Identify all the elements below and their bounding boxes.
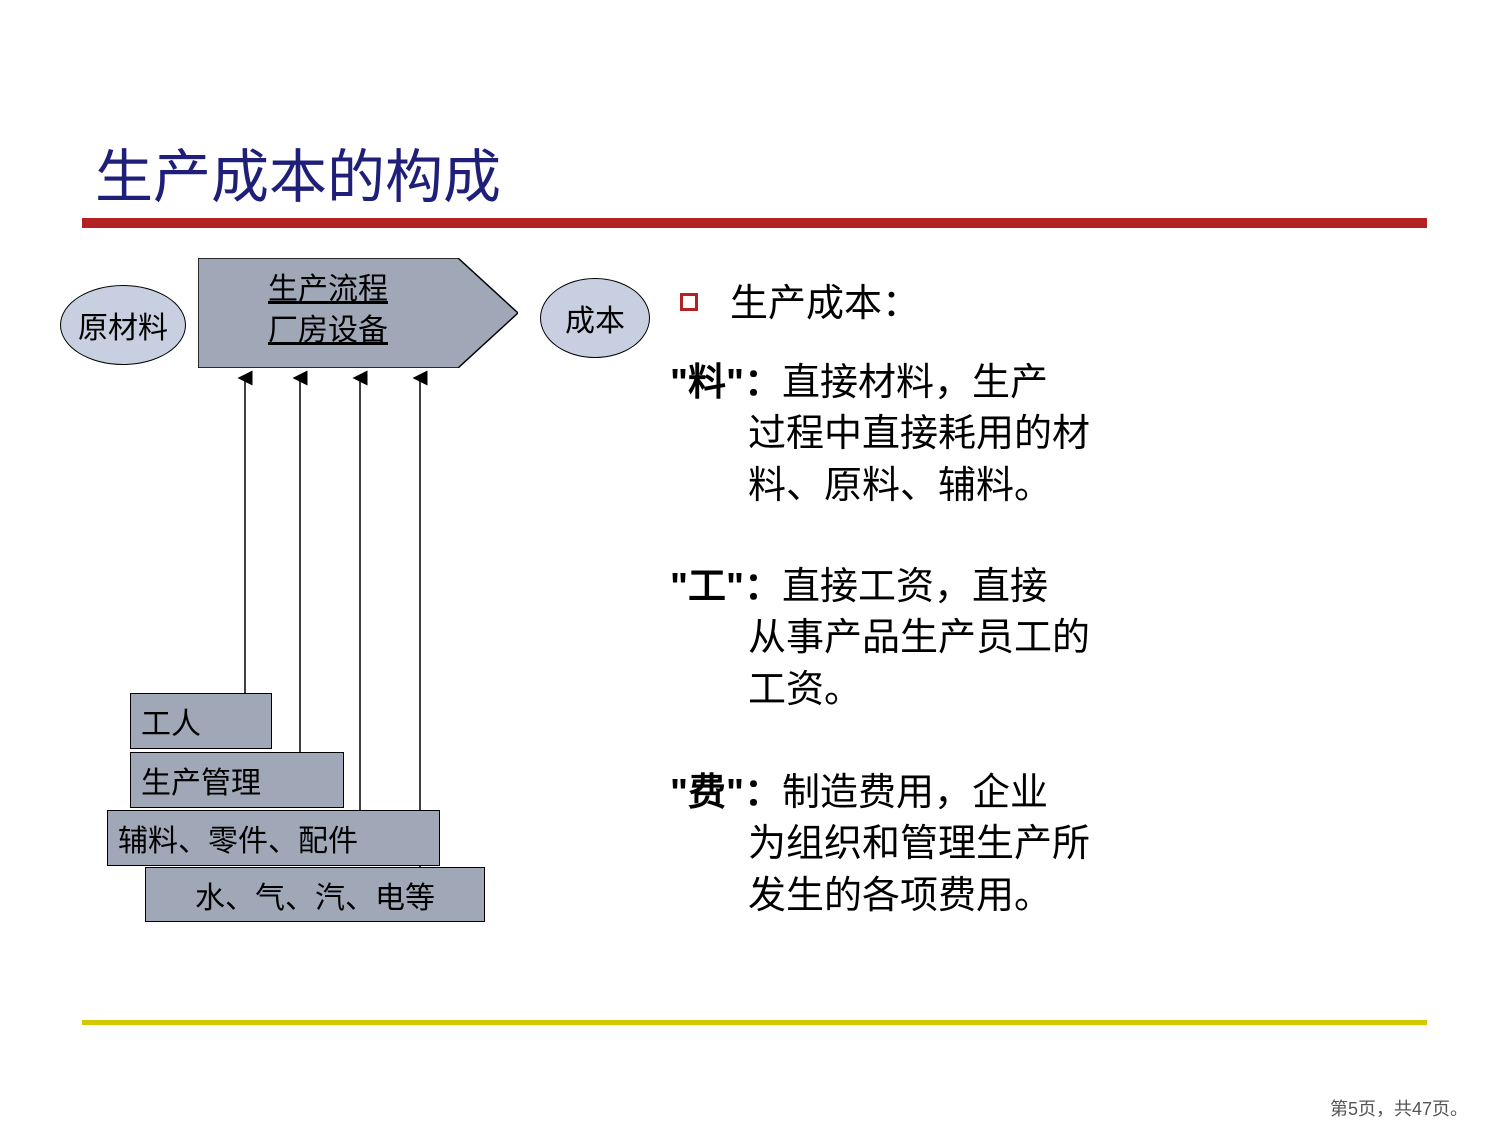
para-expense-l1: 制造费用，企业 <box>782 772 1048 814</box>
step-management-label: 生产管理 <box>141 758 261 802</box>
step-aux-materials-label: 辅料、零件、配件 <box>118 816 358 860</box>
section-title: 生产成本： <box>730 272 920 327</box>
para-material-lead: "料"： <box>670 362 782 404</box>
ellipse-cost: 成本 <box>540 278 650 358</box>
para-material-l2: 过程中直接耗用的材 <box>670 409 1430 460</box>
step-management: 生产管理 <box>130 752 344 808</box>
para-expense-l2: 为组织和管理生产所 <box>670 819 1430 870</box>
para-material-l3: 料、原料、辅料。 <box>670 461 1430 512</box>
para-labor-lead: "工"： <box>670 566 782 608</box>
para-labor: "工"：直接工资，直接 从事产品生产员工的 工资。 <box>670 562 1430 716</box>
para-material-l1: 直接材料，生产 <box>782 362 1048 404</box>
process-arrow-text: 生产流程 厂房设备 <box>218 270 438 351</box>
step-aux-materials: 辅料、零件、配件 <box>107 810 440 866</box>
para-expense-lead: "费"： <box>670 772 782 814</box>
process-line1: 生产流程 <box>268 273 388 306</box>
step-workers: 工人 <box>130 693 272 749</box>
bullet-icon <box>680 293 698 311</box>
para-labor-l2: 从事产品生产员工的 <box>670 613 1430 664</box>
para-expense: "费"：制造费用，企业 为组织和管理生产所 发生的各项费用。 <box>670 768 1430 922</box>
step-utilities: 水、气、汽、电等 <box>145 867 485 922</box>
para-labor-l3: 工资。 <box>670 665 1430 716</box>
ellipse-cost-label: 成本 <box>565 296 625 340</box>
step-utilities-label: 水、气、汽、电等 <box>195 873 435 917</box>
ellipse-raw-material-label: 原材料 <box>78 303 168 347</box>
slide-title: 生产成本的构成 <box>95 130 501 214</box>
title-underline <box>82 218 1427 228</box>
process-line2: 厂房设备 <box>268 314 388 347</box>
step-workers-label: 工人 <box>141 699 201 743</box>
para-expense-l3: 发生的各项费用。 <box>670 871 1430 922</box>
ellipse-raw-material: 原材料 <box>60 285 186 365</box>
para-material: "料"：直接材料，生产 过程中直接耗用的材 料、原料、辅料。 <box>670 358 1430 512</box>
page-footer: 第5页，共47页。 <box>1330 1095 1468 1121</box>
footer-line <box>82 1020 1427 1025</box>
para-labor-l1: 直接工资，直接 <box>782 566 1048 608</box>
